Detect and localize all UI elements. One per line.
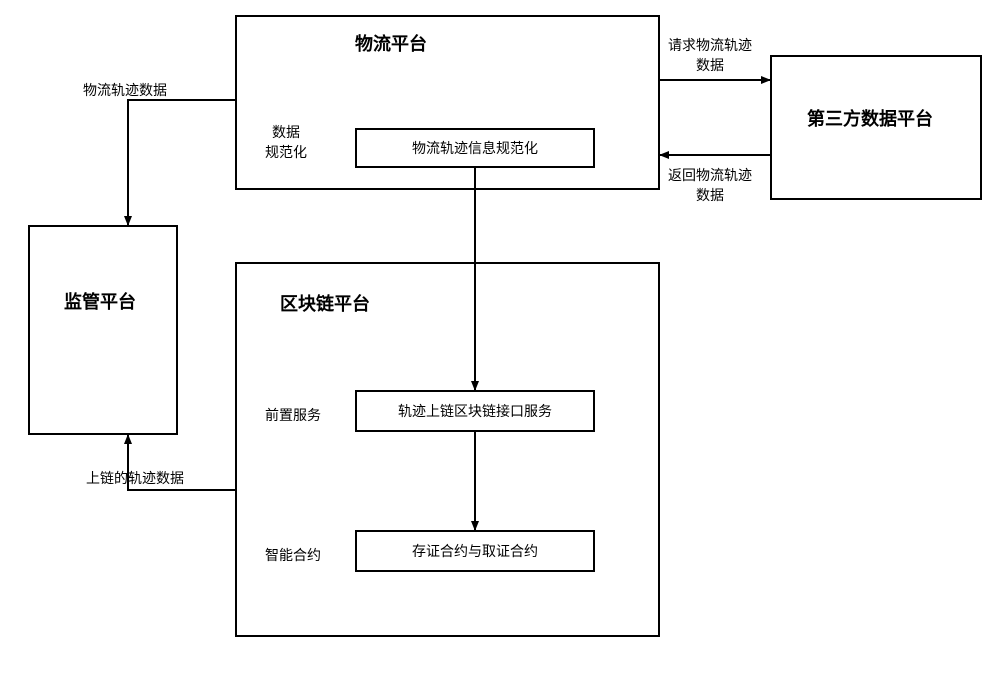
edge-onchain xyxy=(128,435,235,490)
edge-track xyxy=(128,100,235,225)
connectors-svg xyxy=(0,0,1000,679)
